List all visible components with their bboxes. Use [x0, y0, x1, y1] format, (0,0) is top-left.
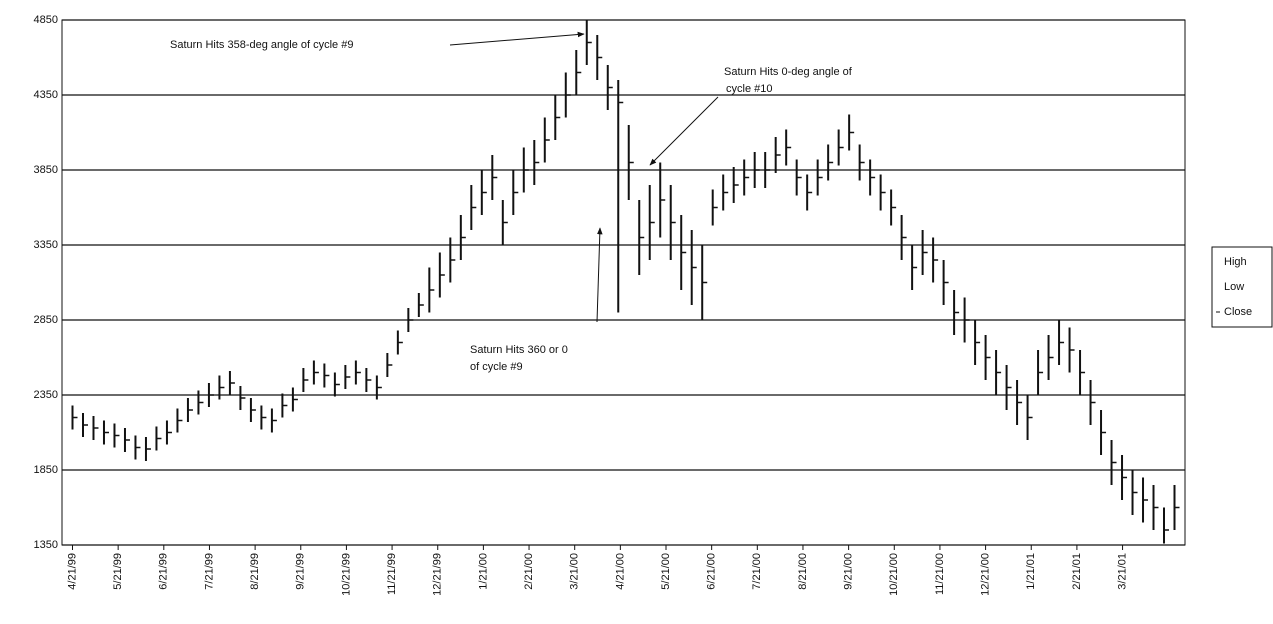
- x-tick-label: 8/21/99: [249, 553, 261, 590]
- x-tick-label: 10/21/99: [340, 553, 352, 596]
- x-tick-label: 3/21/01: [1116, 553, 1128, 590]
- x-tick-label: 6/21/00: [706, 553, 718, 590]
- x-tick-label: 11/21/00: [934, 553, 946, 595]
- x-tick-label: 4/21/99: [66, 553, 78, 590]
- x-tick-label: 1/21/00: [477, 553, 489, 590]
- x-tick-label: 9/21/99: [295, 553, 307, 590]
- x-tick-label: 7/21/99: [203, 553, 215, 590]
- x-tick-label: 9/21/00: [843, 553, 855, 590]
- x-tick-label: 11/21/99: [386, 553, 398, 595]
- x-tick-label: 6/21/99: [158, 553, 170, 590]
- annotation-arrow: [596, 227, 603, 323]
- y-tick-label: 4850: [34, 14, 58, 26]
- x-tick-label: 12/21/00: [979, 553, 991, 596]
- x-tick-label: 1/21/01: [1025, 553, 1037, 590]
- y-tick-label: 2350: [34, 389, 58, 401]
- annotation: Saturn Hits 358-deg angle of cycle #9: [170, 39, 353, 51]
- annotation: cycle #10: [726, 83, 772, 95]
- y-tick-label: 3850: [34, 164, 58, 176]
- x-tick-label: 4/21/00: [614, 553, 626, 590]
- x-tick-label: 10/21/00: [888, 553, 900, 596]
- x-tick-label: 5/21/00: [660, 553, 672, 590]
- y-tick-label: 2850: [34, 314, 58, 326]
- x-tick-label: 5/21/99: [112, 553, 124, 590]
- x-tick-label: 2/21/00: [523, 553, 535, 590]
- y-tick-label: 1350: [34, 539, 58, 551]
- legend-label: High: [1224, 256, 1247, 268]
- x-tick-label: 7/21/00: [751, 553, 763, 590]
- legend-label: Low: [1224, 281, 1244, 293]
- annotation-arrow: [449, 31, 585, 46]
- y-tick-label: 4350: [34, 89, 58, 101]
- y-tick-label: 3350: [34, 239, 58, 251]
- annotation-arrow: [649, 96, 719, 166]
- annotation: Saturn Hits 0-deg angle of: [724, 66, 853, 78]
- legend-box: [1211, 246, 1273, 328]
- x-tick-label: 12/21/99: [432, 553, 444, 596]
- x-tick-label: 2/21/01: [1071, 553, 1083, 590]
- plot-frame: [61, 19, 1186, 546]
- x-tick-label: 8/21/00: [797, 553, 809, 590]
- x-tick-label: 3/21/00: [569, 553, 581, 590]
- y-tick-label: 1850: [34, 464, 58, 476]
- annotation: Saturn Hits 360 or 0: [470, 344, 568, 356]
- legend-label: Close: [1224, 306, 1252, 318]
- annotation: of cycle #9: [470, 361, 523, 373]
